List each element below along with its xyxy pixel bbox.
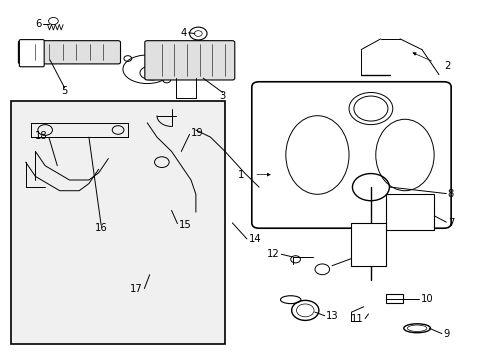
Text: 5: 5 [61, 86, 68, 96]
Text: 10: 10 [420, 294, 432, 303]
Text: 14: 14 [248, 234, 261, 244]
Text: 16: 16 [95, 223, 107, 233]
Text: 17: 17 [129, 284, 142, 294]
Text: 9: 9 [443, 329, 449, 339]
Text: 2: 2 [443, 61, 449, 71]
Text: 4: 4 [181, 28, 187, 38]
Text: 11: 11 [350, 314, 363, 324]
FancyBboxPatch shape [251, 82, 450, 228]
Text: 12: 12 [266, 249, 279, 259]
Text: 15: 15 [179, 220, 191, 230]
Bar [11, 102, 224, 344]
FancyBboxPatch shape [19, 41, 120, 64]
Text: 13: 13 [325, 311, 338, 321]
Text: 7: 7 [447, 218, 453, 228]
Text: 18: 18 [35, 131, 47, 141]
FancyBboxPatch shape [144, 41, 234, 80]
Text: 8: 8 [447, 189, 453, 199]
Text: 1: 1 [238, 170, 244, 180]
Text: 6: 6 [35, 18, 41, 28]
Bar [385, 294, 402, 303]
Text: 19: 19 [191, 128, 203, 138]
Text: 3: 3 [219, 91, 225, 101]
Bar [385, 194, 433, 230]
FancyBboxPatch shape [20, 40, 44, 67]
Bar [351, 223, 385, 266]
